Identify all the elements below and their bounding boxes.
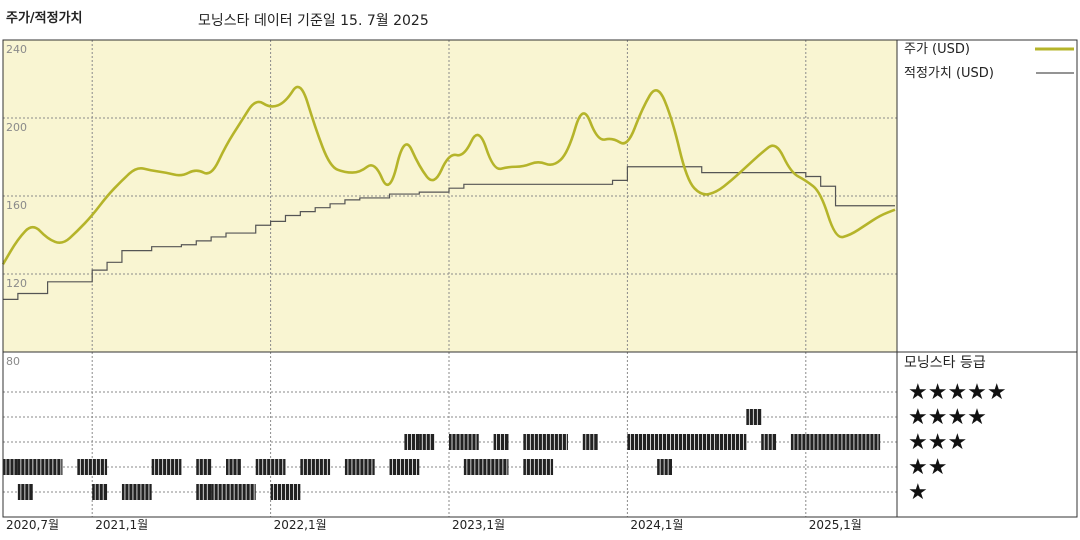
rating-bar — [344, 459, 375, 475]
x-tick-label: 2024,1월 — [630, 518, 683, 532]
rating-bar — [449, 434, 479, 450]
rating-3-stars: ★★★ — [908, 430, 967, 455]
rating-bar — [582, 434, 598, 450]
x-tick-label: 2025,1월 — [809, 518, 862, 532]
y-tick-label: 80 — [6, 355, 20, 368]
rating-bar — [389, 459, 420, 475]
x-tick-label: 2021,1월 — [95, 518, 148, 532]
rating-bar — [17, 484, 33, 500]
rating-bar — [151, 459, 182, 475]
rating-bar — [716, 434, 747, 450]
rating-bar — [419, 434, 435, 450]
rating-bar — [270, 484, 301, 500]
rating-bar — [657, 459, 672, 475]
rating-bar — [790, 434, 881, 450]
price-line — [1, 85, 896, 265]
rating-bar — [404, 434, 420, 450]
rating-bar — [523, 434, 568, 450]
rating-bar — [627, 434, 717, 450]
rating-bar — [463, 459, 509, 475]
fair-value-line — [3, 166, 895, 300]
rating-bar — [300, 459, 331, 475]
rating-bar — [92, 484, 108, 500]
y-tick-label: 160 — [6, 199, 27, 212]
x-tick-label: 2022,1월 — [274, 518, 327, 532]
rating-5-stars: ★★★★★ — [908, 380, 1007, 405]
chart-title: 주가/적정가치 — [6, 11, 83, 26]
rating-legend-title: 모닝스타 등급 — [904, 355, 986, 371]
rating-bar — [493, 434, 509, 450]
legend-price-label: 주가 (USD) — [904, 42, 970, 57]
x-tick-label: 2020,7월 — [6, 518, 59, 532]
y-tick-label: 240 — [6, 43, 27, 56]
plot-frame — [2, 39, 1078, 518]
rating-bar — [121, 484, 152, 500]
x-tick-label: 2023,1월 — [452, 518, 505, 532]
rating-bar — [523, 459, 554, 475]
rating-4-stars: ★★★★ — [908, 405, 987, 430]
y-tick-label: 120 — [6, 277, 27, 290]
rating-1-star: ★ — [908, 480, 928, 505]
rating-bar — [211, 484, 256, 500]
rating-bar — [746, 409, 762, 425]
rating-bar — [761, 434, 777, 450]
price-panel-background — [3, 40, 897, 352]
chart-subtitle: 모닝스타 데이터 기준일 15. 7월 2025 — [198, 13, 429, 29]
legend-fair-value-label: 적정가치 (USD) — [904, 66, 994, 81]
rating-bar — [77, 459, 108, 475]
y-tick-label: 200 — [6, 121, 27, 134]
rating-bar — [17, 459, 63, 475]
rating-bar — [196, 459, 212, 475]
rating-bar — [226, 459, 241, 475]
rating-bar — [255, 459, 286, 475]
rating-bar — [3, 459, 18, 475]
rating-2-stars: ★★ — [908, 455, 947, 480]
rating-bar — [196, 484, 212, 500]
